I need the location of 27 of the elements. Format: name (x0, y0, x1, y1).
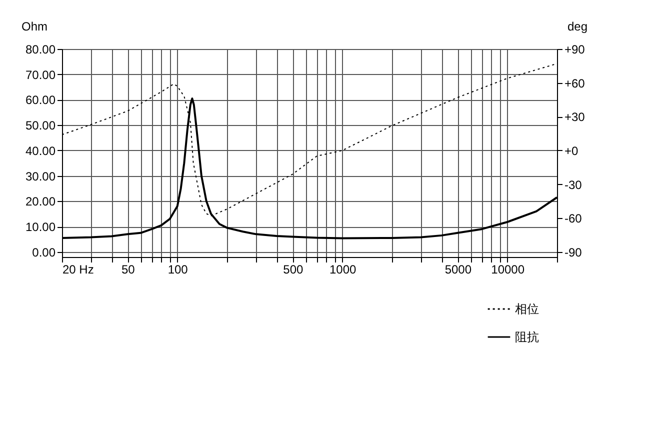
legend-label: 相位 (515, 302, 539, 316)
x-tick-label: 500 (283, 262, 304, 276)
x-tick-label: 20 Hz (62, 262, 94, 276)
y-tick-label: 50.00 (25, 118, 56, 133)
x-tick-label: 50 (121, 262, 136, 276)
y-tick-label: 70.00 (25, 68, 56, 82)
y2-tick-label: -30 (564, 178, 582, 192)
y-tick-label: 60.00 (25, 93, 56, 108)
y-tick-label: 20.00 (25, 194, 56, 209)
y2-tick-label: -90 (564, 245, 582, 260)
y2-tick-label: +0 (564, 144, 579, 158)
x-tick-label: 5000 (444, 262, 472, 276)
y2-tick-label: +30 (564, 110, 586, 124)
y2-tick-label: -60 (564, 212, 582, 226)
y-tick-label: 40.00 (25, 144, 56, 158)
x-tick-label: 10000 (491, 262, 525, 276)
legend-label: 阻抗 (515, 330, 539, 344)
x-tick-label: 1000 (329, 262, 356, 276)
y2-tick-label: +90 (564, 42, 586, 56)
y-tick-label: 30.00 (25, 169, 56, 184)
y-tick-label: 80.00 (25, 42, 56, 56)
y2-tick-label: +60 (564, 76, 586, 90)
y-axis-title: Ohm (21, 20, 48, 34)
x-tick-label: 100 (168, 262, 188, 276)
y-tick-label: 0.00 (32, 245, 56, 260)
y-tick-label: 10.00 (25, 220, 56, 234)
y2-axis-title: deg (567, 20, 588, 34)
